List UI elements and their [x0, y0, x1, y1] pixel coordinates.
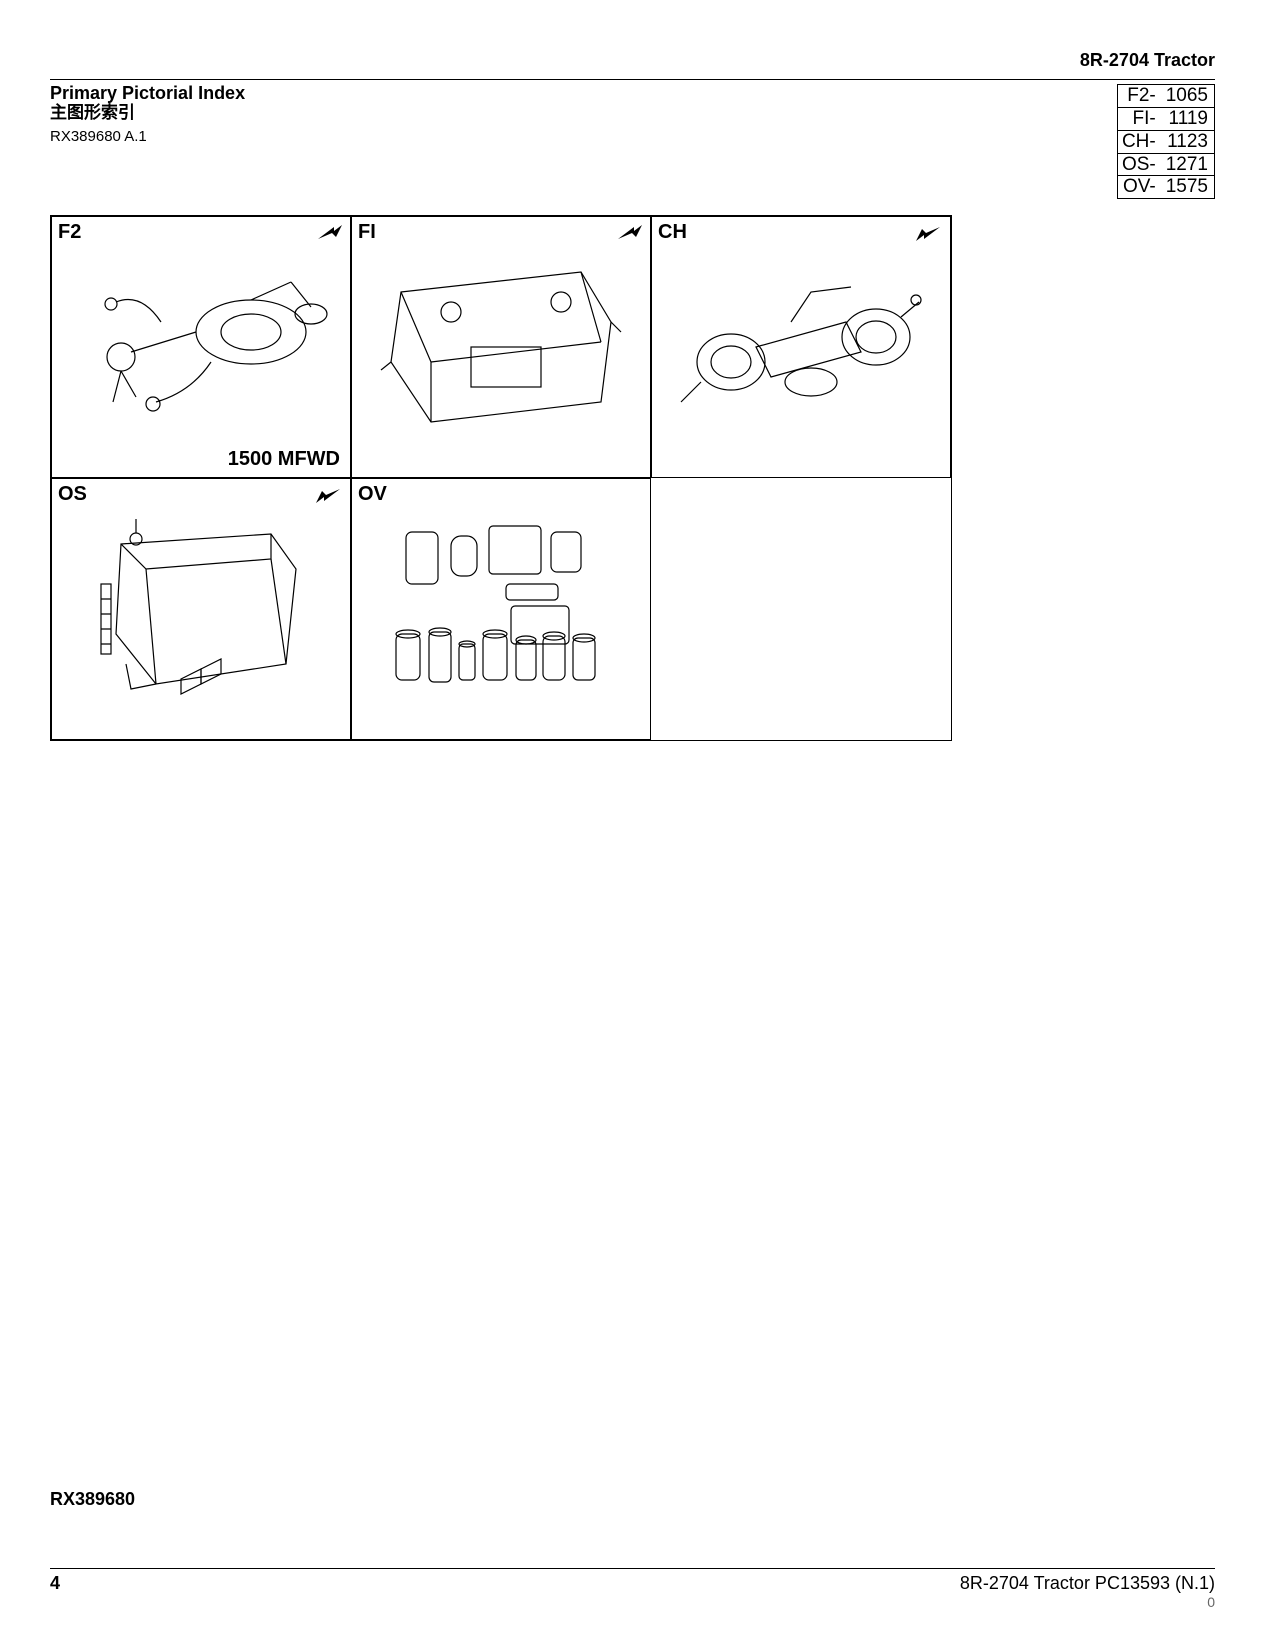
- cell-OS: OS: [51, 478, 351, 740]
- index-code: OV-: [1117, 176, 1157, 199]
- header-title: 8R-2704 Tractor: [1080, 50, 1215, 70]
- filters-diagram: [361, 514, 641, 704]
- footer-row: 4 8R-2704 Tractor PC13593 (N.1): [50, 1573, 1215, 1594]
- cab-diagram: [61, 514, 341, 704]
- cell-OV: OV: [351, 478, 651, 740]
- index-row: OS-1271: [1117, 153, 1214, 176]
- footer-right: 8R-2704 Tractor PC13593 (N.1): [960, 1573, 1215, 1594]
- arrow-icon: [316, 485, 342, 505]
- cell-FI: FI: [351, 216, 651, 478]
- cell-F2: F2 1500 MFWD: [51, 216, 351, 478]
- index-page: 1065: [1158, 85, 1215, 108]
- cell-code: OV: [358, 483, 387, 506]
- title-english: Primary Pictorial Index: [50, 84, 1105, 104]
- index-row: OV-1575: [1117, 176, 1214, 199]
- title-chinese: 主图形索引: [50, 104, 1105, 123]
- index-row: F2-1065: [1117, 85, 1214, 108]
- cell-blank: [651, 478, 951, 740]
- cell-diagram: [357, 507, 645, 711]
- arrow-icon: [916, 223, 942, 243]
- axle-diagram: [61, 252, 341, 442]
- arrow-icon: [316, 223, 342, 243]
- arrow-icon: [616, 223, 642, 243]
- cell-diagram: [57, 245, 345, 449]
- index-code: CH-: [1117, 130, 1157, 153]
- cell-code: FI: [358, 221, 376, 244]
- cell-code: CH: [658, 221, 687, 244]
- page-footer: 4 8R-2704 Tractor PC13593 (N.1) 0: [50, 1568, 1215, 1610]
- cell-caption: 1500 MFWD: [228, 448, 340, 471]
- index-page: 1119: [1158, 107, 1215, 130]
- index-code: OS-: [1117, 153, 1157, 176]
- index-row: CH-1123: [1117, 130, 1214, 153]
- header-rule: [50, 79, 1215, 80]
- reference-code: RX389680 A.1: [50, 128, 1105, 145]
- pictorial-grid: F2 1500 MFWD FI: [50, 215, 952, 741]
- chassis-diagram: [661, 252, 941, 442]
- index-table: F2-1065FI-1119CH-1123OS-1271OV-1575: [1117, 84, 1215, 199]
- index-page: 1123: [1158, 130, 1215, 153]
- cell-diagram: [657, 245, 945, 449]
- footer-rule: [50, 1568, 1215, 1569]
- index-row: FI-1119: [1117, 107, 1214, 130]
- cell-diagram: [57, 507, 345, 711]
- index-code: FI-: [1117, 107, 1157, 130]
- page-number: 4: [50, 1573, 60, 1594]
- footer-sub: 0: [50, 1594, 1215, 1610]
- cell-CH: CH: [651, 216, 951, 478]
- cell-code: OS: [58, 483, 87, 506]
- title-row: Primary Pictorial Index 主图形索引 RX389680 A…: [50, 84, 1215, 199]
- index-page: 1575: [1158, 176, 1215, 199]
- frame-diagram: [361, 252, 641, 442]
- index-page: 1271: [1158, 153, 1215, 176]
- cell-diagram: [357, 245, 645, 449]
- cell-code: F2: [58, 221, 81, 244]
- bottom-reference: RX389680: [50, 1489, 135, 1510]
- index-code: F2-: [1117, 85, 1157, 108]
- title-block: Primary Pictorial Index 主图形索引 RX389680 A…: [50, 84, 1105, 145]
- page-header: 8R-2704 Tractor: [50, 50, 1215, 71]
